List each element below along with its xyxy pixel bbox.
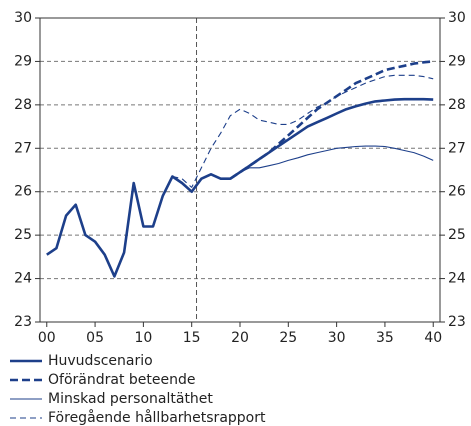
x-tick-label: 10 [134, 330, 152, 346]
plot-frame [39, 17, 441, 323]
y2-tick-label: 27 [448, 140, 466, 156]
series-line [229, 60, 434, 180]
x-tick-label: 40 [424, 330, 442, 346]
x-tick-label: 25 [279, 330, 297, 346]
y2-tick-label: 26 [448, 184, 466, 200]
y-tick-label: 30 [14, 10, 32, 26]
y-tick-label: 28 [14, 97, 32, 113]
legend-label: Föregående hållbarhetsrapport [48, 409, 266, 426]
y2-tick-label: 30 [448, 10, 466, 26]
y-tick-label: 29 [14, 53, 32, 69]
y2-tick-label: 23 [448, 314, 466, 330]
y2-tick-label: 25 [448, 227, 466, 243]
series-line [46, 97, 434, 278]
x-tick-label: 20 [231, 330, 249, 346]
x-tick-label: 30 [328, 330, 346, 346]
y2-tick-label: 28 [448, 97, 466, 113]
x-tick-label: 05 [86, 330, 104, 346]
legend-label: Minskad personaltäthet [48, 391, 213, 407]
legend-label: Huvudscenario [48, 353, 153, 369]
y-tick-label: 24 [14, 271, 32, 287]
y-tick-label: 25 [14, 227, 32, 243]
x-tick-label: 15 [183, 330, 201, 346]
y-tick-label: 27 [14, 140, 32, 156]
y2-tick-label: 24 [448, 271, 466, 287]
y-tick-label: 26 [14, 184, 32, 200]
x-tick-label: 00 [38, 330, 56, 346]
y2-tick-label: 29 [448, 53, 466, 69]
legend-label: Oförändrat beteende [48, 372, 195, 388]
series-line [172, 74, 434, 188]
series-line [229, 145, 434, 180]
y-tick-label: 23 [14, 314, 32, 330]
x-tick-label: 35 [376, 330, 394, 346]
